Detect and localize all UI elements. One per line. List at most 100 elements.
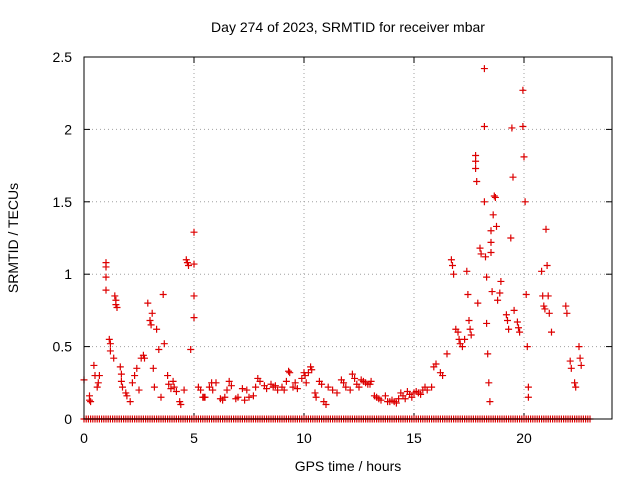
data-point <box>473 178 481 186</box>
x-tick-label: 10 <box>296 430 312 446</box>
data-point <box>515 324 522 332</box>
data-point <box>571 379 579 387</box>
data-point <box>164 372 172 380</box>
data-point <box>563 309 571 317</box>
data-point <box>117 370 125 378</box>
data-point <box>443 350 451 358</box>
data-point <box>482 253 489 261</box>
data-point <box>227 382 235 390</box>
data-point <box>312 393 320 401</box>
data-point <box>197 386 205 394</box>
data-point <box>408 393 416 401</box>
y-axis-label: SRMTID / TECUs <box>5 183 21 293</box>
data-point <box>322 401 330 409</box>
data-point <box>329 386 337 394</box>
data-point <box>538 267 546 275</box>
data-point <box>395 395 403 403</box>
data-point <box>209 386 217 394</box>
data-point <box>428 383 436 391</box>
data-point <box>133 364 141 372</box>
data-point <box>94 379 102 387</box>
y-tick-label: 0.5 <box>53 339 73 355</box>
data-point <box>494 296 502 304</box>
data-point <box>577 361 585 369</box>
data-point <box>135 386 143 394</box>
data-point <box>165 380 173 388</box>
data-point <box>190 228 198 236</box>
data-point <box>110 354 118 362</box>
data-point <box>243 386 251 394</box>
data-point <box>392 399 400 407</box>
data-point <box>487 238 495 246</box>
tick-labels: 0 5 10 15 20 0 0.5 1 1.5 2 2.5 <box>53 49 532 446</box>
data-point <box>190 292 198 300</box>
data-point <box>463 267 471 275</box>
data-point <box>484 350 492 358</box>
data-point <box>423 386 431 394</box>
x-axis-label: GPS time / hours <box>295 458 402 474</box>
data-point <box>340 379 348 387</box>
data-point <box>144 299 152 307</box>
x-tick-label: 0 <box>80 430 88 446</box>
data-point <box>477 250 485 258</box>
data-point <box>480 123 488 131</box>
data-point <box>401 395 409 403</box>
data-point <box>493 222 500 230</box>
data-point <box>480 198 488 206</box>
data-point <box>351 374 359 382</box>
data-point <box>575 343 583 351</box>
data-point <box>241 396 249 404</box>
data-point <box>458 343 466 351</box>
data-point <box>123 392 131 400</box>
data-point <box>466 325 474 333</box>
y-tick-label: 1 <box>64 266 72 282</box>
data-point <box>150 383 158 391</box>
data-point <box>190 260 198 268</box>
y-tick-label: 1.5 <box>53 194 73 210</box>
data-point <box>464 290 472 298</box>
data-point <box>562 302 570 310</box>
data-point <box>318 380 326 388</box>
data-point <box>487 227 495 235</box>
data-point <box>153 325 161 333</box>
data-point <box>106 347 114 355</box>
data-point <box>502 311 510 319</box>
data-point <box>485 379 493 387</box>
data-point <box>439 372 447 380</box>
data-point <box>102 286 110 294</box>
data-point <box>111 292 119 300</box>
data-point <box>542 225 550 233</box>
data-point <box>367 377 375 385</box>
data-point <box>523 343 531 351</box>
data-point <box>190 314 198 322</box>
data-point <box>454 328 462 336</box>
data-point <box>128 379 136 387</box>
data-point <box>508 124 516 132</box>
x-tick-label: 5 <box>190 430 198 446</box>
data-point <box>170 383 178 391</box>
axis-ticks <box>83 56 612 420</box>
data-point <box>504 317 511 325</box>
data-point <box>116 363 124 371</box>
data-point <box>519 123 527 131</box>
plot-frame <box>83 56 613 420</box>
data-point <box>212 379 220 387</box>
data-points <box>80 65 585 409</box>
data-point <box>185 262 192 270</box>
data-point <box>576 354 584 362</box>
data-point <box>245 393 253 401</box>
data-point <box>95 372 103 380</box>
data-point <box>172 387 180 395</box>
data-point <box>201 393 209 401</box>
x-tick-label: 15 <box>406 430 422 446</box>
data-point <box>476 244 484 252</box>
data-point <box>510 306 518 314</box>
data-point <box>449 262 456 270</box>
data-point <box>87 398 95 406</box>
data-point <box>293 385 301 393</box>
data-point <box>252 383 260 391</box>
data-point <box>86 392 93 400</box>
chart-title: Day 274 of 2023, SRMTID for receiver mba… <box>211 19 485 35</box>
data-point <box>486 398 494 406</box>
